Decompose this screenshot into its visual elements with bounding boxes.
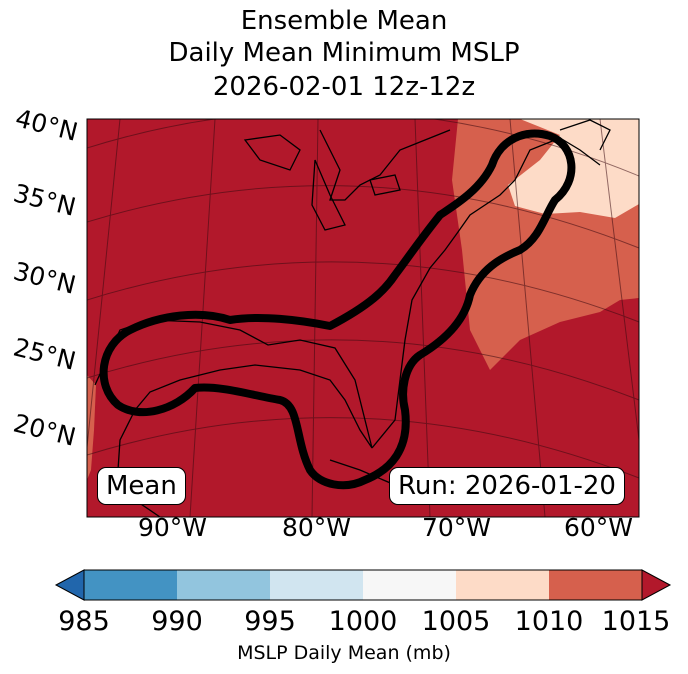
lon-label-80w: 80°W	[282, 513, 352, 542]
colorbar-segment	[549, 570, 643, 600]
lon-label-90w: 90°W	[138, 513, 208, 542]
title-line-2: Daily Mean Minimum MSLP	[168, 38, 520, 68]
colorbar-tick-990: 990	[151, 606, 203, 637]
colorbar-tick-985: 985	[58, 606, 110, 637]
mslp-contour	[99, 129, 576, 490]
colorbar-segment	[177, 570, 271, 600]
lon-label-60w: 60°W	[564, 513, 634, 542]
colorbar-frame	[83, 569, 643, 601]
map-frame	[86, 118, 640, 518]
map-field	[87, 119, 639, 517]
title-line-1: Ensemble Mean	[240, 6, 448, 36]
mean-box: Mean	[97, 467, 186, 505]
field-west-edge	[87, 375, 96, 480]
colorbar-tick-1000: 1000	[328, 606, 398, 637]
colorbar-max-extension	[641, 569, 672, 601]
colorbar-segment	[363, 570, 457, 600]
colorbar-tick-1005: 1005	[421, 606, 491, 637]
colorbar-label: MSLP Daily Mean (mb)	[237, 642, 451, 664]
lon-label-70w: 70°W	[422, 513, 492, 542]
run-box: Run: 2026-01-20	[389, 467, 625, 505]
title-line-3: 2026-02-01 12z-12z	[212, 72, 476, 102]
colorbar-tick-1015: 1015	[601, 606, 671, 637]
colorbar-min-extension	[54, 569, 85, 601]
colorbar-segment	[84, 570, 178, 600]
colorbar	[54, 569, 672, 601]
colorbar-segment	[270, 570, 364, 600]
colorbar-tick-995: 995	[244, 606, 296, 637]
colorbar-segment	[456, 570, 550, 600]
colorbar-tick-1010: 1010	[514, 606, 584, 637]
graticule	[87, 119, 639, 517]
